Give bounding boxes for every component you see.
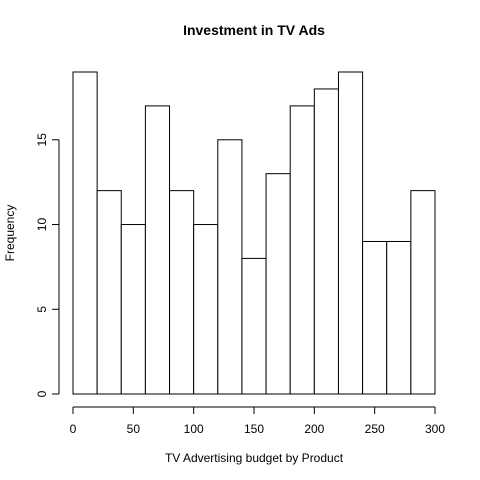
histogram-bar [217, 139, 243, 395]
bars-group [72, 71, 436, 395]
histogram-bar [265, 173, 291, 395]
x-axis: 0 50 100 150 200 250 300 [70, 406, 445, 436]
histogram-bar [144, 105, 171, 395]
x-tick-label: 300 [425, 422, 445, 436]
x-tick-label: 250 [365, 422, 385, 436]
y-tick-label: 10 [35, 218, 49, 232]
histogram-bar [337, 71, 364, 395]
histogram-bar [193, 224, 219, 395]
chart-title: Investment in TV Ads [183, 22, 325, 38]
histogram-bar [120, 224, 146, 395]
x-tick-label: 150 [244, 422, 264, 436]
x-tick-label: 0 [70, 422, 77, 436]
x-axis-label: TV Advertising budget by Product [165, 451, 344, 465]
histogram-bar [241, 257, 267, 395]
histogram-bar [362, 240, 388, 395]
histogram-bar [410, 190, 436, 395]
histogram-bar [386, 240, 412, 395]
y-tick-label: 15 [35, 133, 49, 147]
histogram-bar [96, 190, 122, 395]
y-axis: 0 5 10 15 [35, 133, 60, 397]
y-axis-label: Frequency [3, 205, 17, 262]
x-tick-label: 100 [184, 422, 204, 436]
x-tick-label: 200 [304, 422, 324, 436]
y-tick-label: 0 [35, 390, 49, 397]
x-tick-label: 50 [127, 422, 141, 436]
histogram-bar [72, 71, 98, 395]
histogram-bar [313, 88, 339, 395]
y-tick-label: 5 [35, 306, 49, 313]
histogram-bar [289, 105, 315, 395]
histogram-bar [169, 190, 195, 395]
